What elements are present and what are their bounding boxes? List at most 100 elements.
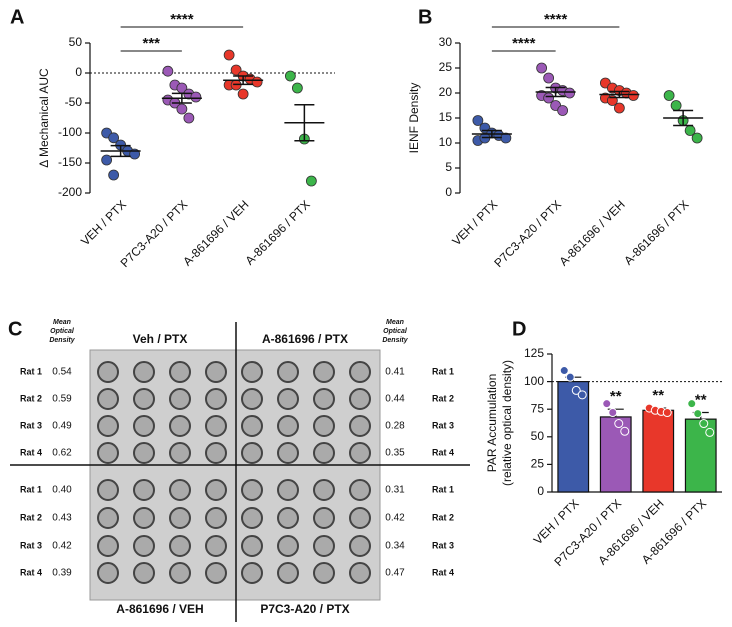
- data-point: [559, 366, 569, 376]
- blot-dot: [241, 415, 263, 437]
- rat-label: Rat 2: [432, 393, 454, 403]
- blot-dot: [313, 361, 335, 383]
- blot-dot: [241, 479, 263, 501]
- data-point: [571, 385, 581, 395]
- group-name: Veh / PTX: [133, 332, 188, 346]
- data-point: [577, 390, 587, 400]
- blot-dot: [205, 479, 227, 501]
- y-tick-label: 125: [524, 346, 544, 360]
- y-axis-label: IENF Density: [407, 83, 421, 154]
- y-tick-label: 10: [439, 135, 453, 149]
- bar: [642, 409, 675, 493]
- y-tick-label: 0: [537, 484, 544, 498]
- y-tick-label: 0: [445, 185, 452, 199]
- significance-label: ****: [512, 35, 536, 52]
- density-value: 0.49: [52, 421, 72, 432]
- data-point: [472, 115, 484, 126]
- panel-label: D: [512, 318, 526, 340]
- data-point: [627, 90, 639, 101]
- blot-dot: [241, 507, 263, 529]
- data-point: [614, 419, 624, 429]
- blot-dot: [97, 562, 119, 584]
- density-value: 0.47: [385, 568, 405, 579]
- blot-dot: [133, 415, 155, 437]
- y-tick-label: 5: [445, 160, 452, 174]
- rat-label: Rat 4: [432, 447, 454, 457]
- data-point: [101, 154, 113, 166]
- rat-label: Rat 4: [20, 567, 42, 577]
- rat-label: Rat 1: [20, 366, 42, 376]
- data-point: [305, 175, 317, 187]
- data-point: [663, 90, 675, 101]
- data-point: [284, 70, 296, 82]
- blot-dot: [133, 535, 155, 557]
- blot-dot: [205, 562, 227, 584]
- rat-label: Rat 3: [20, 420, 42, 430]
- rat-label: Rat 3: [20, 540, 42, 550]
- significance-label: **: [610, 388, 622, 405]
- density-value: 0.44: [385, 394, 405, 405]
- data-point: [543, 92, 555, 104]
- blot-dot: [97, 415, 119, 437]
- density-value: 0.62: [52, 448, 72, 459]
- blot-dot: [277, 361, 299, 383]
- x-tick-label: VEH / PTX: [449, 197, 500, 248]
- data-point: [687, 399, 697, 409]
- significance-label: **: [695, 391, 707, 408]
- panel-label: A: [10, 6, 24, 28]
- rat-label: Rat 2: [432, 512, 454, 522]
- blot-dot: [169, 479, 191, 501]
- blot-dot: [133, 507, 155, 529]
- data-point: [162, 65, 174, 77]
- blot-dot: [277, 442, 299, 464]
- rat-label: Rat 1: [432, 484, 454, 494]
- y-tick-label: 100: [524, 374, 544, 388]
- blot-dot: [133, 361, 155, 383]
- data-point: [543, 72, 555, 84]
- blot-dot: [169, 562, 191, 584]
- blot-dot: [133, 479, 155, 501]
- blot-dot: [205, 535, 227, 557]
- blot-dot: [205, 415, 227, 437]
- blot-dot: [133, 562, 155, 584]
- blot-dot: [313, 562, 335, 584]
- y-tick-label: 25: [531, 457, 545, 471]
- data-point: [183, 112, 195, 124]
- blot-dot: [313, 535, 335, 557]
- error-bar: [110, 144, 131, 158]
- x-tick-label: P7C3-A20 / PTX: [491, 197, 564, 270]
- blot-dot: [169, 361, 191, 383]
- error-bar: [171, 92, 192, 104]
- density-value: 0.54: [52, 367, 72, 378]
- rat-label: Rat 1: [20, 484, 42, 494]
- significance-label: ****: [170, 11, 194, 28]
- density-value: 0.40: [52, 485, 72, 496]
- density-header: Density: [382, 337, 408, 344]
- blot-dot: [205, 361, 227, 383]
- x-tick-label: A-861696 / VEH: [557, 197, 628, 268]
- group-name: P7C3-A20 / PTX: [260, 602, 349, 616]
- density-value: 0.39: [52, 568, 72, 579]
- blot-dot: [349, 415, 371, 437]
- y-tick-label: 30: [439, 35, 453, 49]
- blot-dot: [349, 388, 371, 410]
- data-point: [237, 88, 249, 100]
- data-point: [223, 49, 235, 61]
- panel-label: C: [8, 318, 22, 340]
- data-point: [536, 62, 548, 74]
- data-point: [557, 105, 569, 116]
- blot-dot: [97, 361, 119, 383]
- blot-dot: [97, 479, 119, 501]
- blot-dot: [241, 562, 263, 584]
- rat-label: Rat 4: [432, 567, 454, 577]
- blot-dot: [313, 415, 335, 437]
- density-value: 0.31: [385, 485, 405, 496]
- blot-dot: [241, 442, 263, 464]
- data-point: [662, 408, 672, 418]
- density-header: Density: [49, 337, 75, 344]
- blot-dot: [97, 535, 119, 557]
- y-tick-label: -50: [65, 95, 83, 109]
- data-point: [705, 427, 715, 437]
- y-tick-label: 0: [75, 65, 82, 79]
- blot-dot: [277, 479, 299, 501]
